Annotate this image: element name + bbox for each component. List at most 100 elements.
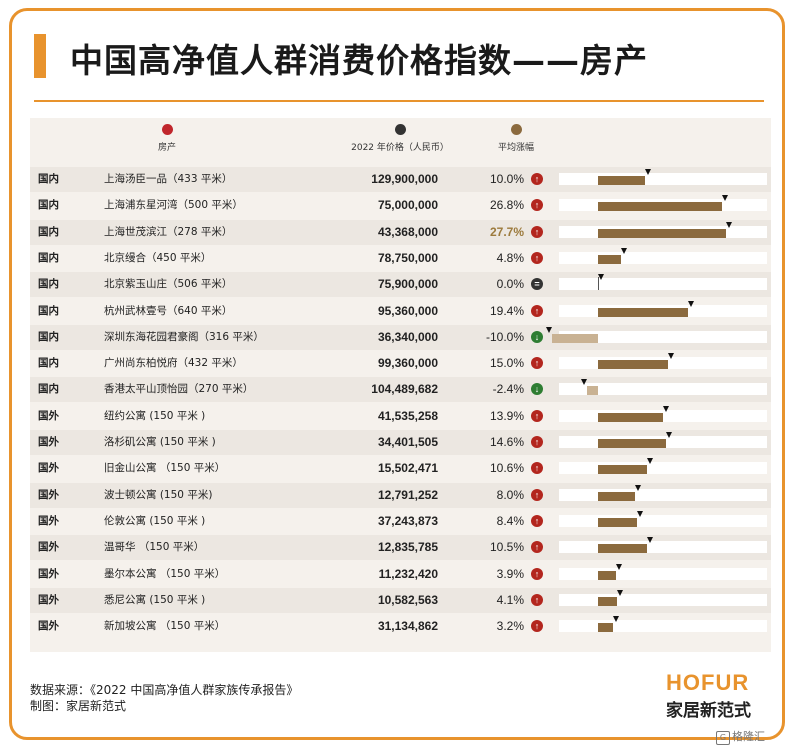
change-bar [598,202,723,212]
table-row: 国外 悉尼公寓 (150 平米 ) 10,582,563 4.1% ↑ [30,587,771,613]
change-cell: 10.5% [489,540,524,555]
region-cell: 国外 [38,436,59,448]
region-cell: 国内 [38,278,59,291]
change-cell: -2.4% [492,382,524,397]
change-cell: 10.6% [489,461,524,476]
arrow-up-icon: ↑ [531,409,543,422]
bar-track [559,251,767,264]
value-marker [722,195,729,202]
change-cell: 8.0% [496,487,524,502]
brand-logo-cn: 家居新范式 [666,701,751,721]
table-row: 国内 上海世茂滨江（278 平米） 43,368,000 27.7% ↑ [30,219,771,245]
change-cell: 4.8% [496,250,524,265]
watermark-icon: G [716,731,730,745]
value-marker [635,484,642,491]
change-cell: 13.9% [489,408,524,423]
table-row: 国外 纽约公寓 (150 平米 ) 41,535,258 13.9% ↑ [30,404,771,429]
arrow-up-icon: ↑ [531,462,543,475]
arrow-up-icon: ↑ [531,199,543,212]
arrow-up-icon: ↑ [531,541,543,554]
table-row: 国内 北京缦合（450 平米） 78,750,000 4.8% ↑ [30,246,771,271]
zero-line [598,277,600,291]
change-cell: 8.4% [496,513,524,528]
property-name-cell: 北京缦合（450 平米） [104,251,212,264]
change-bar [587,386,599,396]
property-name-cell: 伦敦公寓 (150 平米 ) [104,514,206,527]
change-bar [552,333,599,343]
change-cell: 10.0% [489,172,524,186]
change-bar [598,517,638,527]
bar-track [559,462,767,475]
price-cell: 11,232,420 [378,566,438,581]
bar-track [559,514,767,527]
value-marker [726,221,733,228]
table-row: 国内 上海浦东星河湾（500 平米） 75,000,000 26.8% ↑ [30,193,771,218]
region-cell: 国外 [38,462,59,475]
price-cell: 99,360,000 [377,356,438,371]
price-cell: 34,401,505 [377,435,438,449]
arrow-up-icon: ↑ [531,304,543,317]
change-cell: 3.9% [496,566,524,581]
table-row: 国内 香港太平山顶怡园（270 平米） 104,489,682 -2.4% ↓ [30,377,771,403]
change-cell: 3.2% [496,619,524,634]
table-row: 国外 伦敦公寓 (150 平米 ) 37,243,873 8.4% ↑ [30,509,771,534]
price-cell: 41,535,258 [377,408,438,423]
price-cell: 78,750,000 [377,250,438,265]
region-cell: 国外 [38,541,59,554]
value-marker [646,537,653,544]
property-name-cell: 墨尔本公寓 （150 平米） [104,567,226,580]
change-bar [598,544,647,554]
value-marker [613,616,620,623]
region-cell: 国内 [38,225,59,238]
table-row: 国外 墨尔本公寓 （150 平米） 11,232,420 3.9% ↑ [30,562,771,587]
title-accent-bar [34,34,46,78]
table-row: 国内 广州尚东柏悦府（432 平米） 99,360,000 15.0% ↑ [30,351,771,376]
bar-track [559,620,767,633]
property-name-cell: 杭州武林壹号（640 平米） [104,304,233,317]
change-bar [598,176,645,185]
value-marker [667,353,674,360]
value-marker [546,326,553,333]
price-cell: 75,000,000 [377,198,438,213]
region-cell: 国内 [38,251,59,264]
table-row: 国外 旧金山公寓 （150 平米） 15,502,471 10.6% ↑ [30,456,771,481]
value-marker [617,589,624,596]
property-name-cell: 上海世茂滨江（278 平米） [104,225,233,238]
arrow-up-icon: ↑ [531,514,543,527]
price-cell: 37,243,873 [377,513,438,528]
region-cell: 国内 [38,304,59,317]
change-cell: 26.8% [489,198,524,213]
property-name-cell: 深圳东海花园君豪阁（316 平米） [104,330,264,343]
change-bar [598,360,668,370]
price-cell: 15,502,471 [377,461,438,476]
bar-track [559,567,767,580]
price-cell: 95,360,000 [377,303,438,318]
arrow-up-icon: ↑ [531,225,543,238]
table-row: 国外 新加坡公寓 （150 平米） 31,134,862 3.2% ↑ [30,614,771,639]
change-cell: 19.4% [489,303,524,318]
change-bar [598,228,727,238]
property-name-cell: 洛杉矶公寓 (150 平米 ) [104,436,216,448]
value-marker [662,405,669,412]
property-name-cell: 广州尚东柏悦府（432 平米） [104,357,243,370]
value-marker [637,510,644,517]
property-name-cell: 旧金山公寓 （150 平米） [104,462,226,475]
price-cell: 75,900,000 [377,277,438,292]
price-cell: 12,791,252 [377,487,438,502]
credit-note: 制图：家居新范式 [30,699,127,713]
property-name-cell: 上海浦东星河湾（500 平米） [104,199,243,212]
change-bar [598,254,621,264]
change-bar [598,412,663,422]
header-label-change: 平均涨幅 [497,143,535,153]
arrow-up-icon: ↑ [531,593,543,606]
change-cell: -10.0% [485,329,524,344]
change-bar [598,465,648,475]
arrow-up-icon: ↑ [531,436,543,448]
arrow-up-icon: ↑ [531,357,543,370]
property-name-cell: 悉尼公寓 (150 平米 ) [104,593,206,606]
value-marker [688,300,694,307]
region-cell: 国外 [38,409,59,422]
price-cell: 36,340,000 [377,329,438,344]
value-marker [616,563,623,570]
brand-logo-en: HOFUR [666,670,750,695]
